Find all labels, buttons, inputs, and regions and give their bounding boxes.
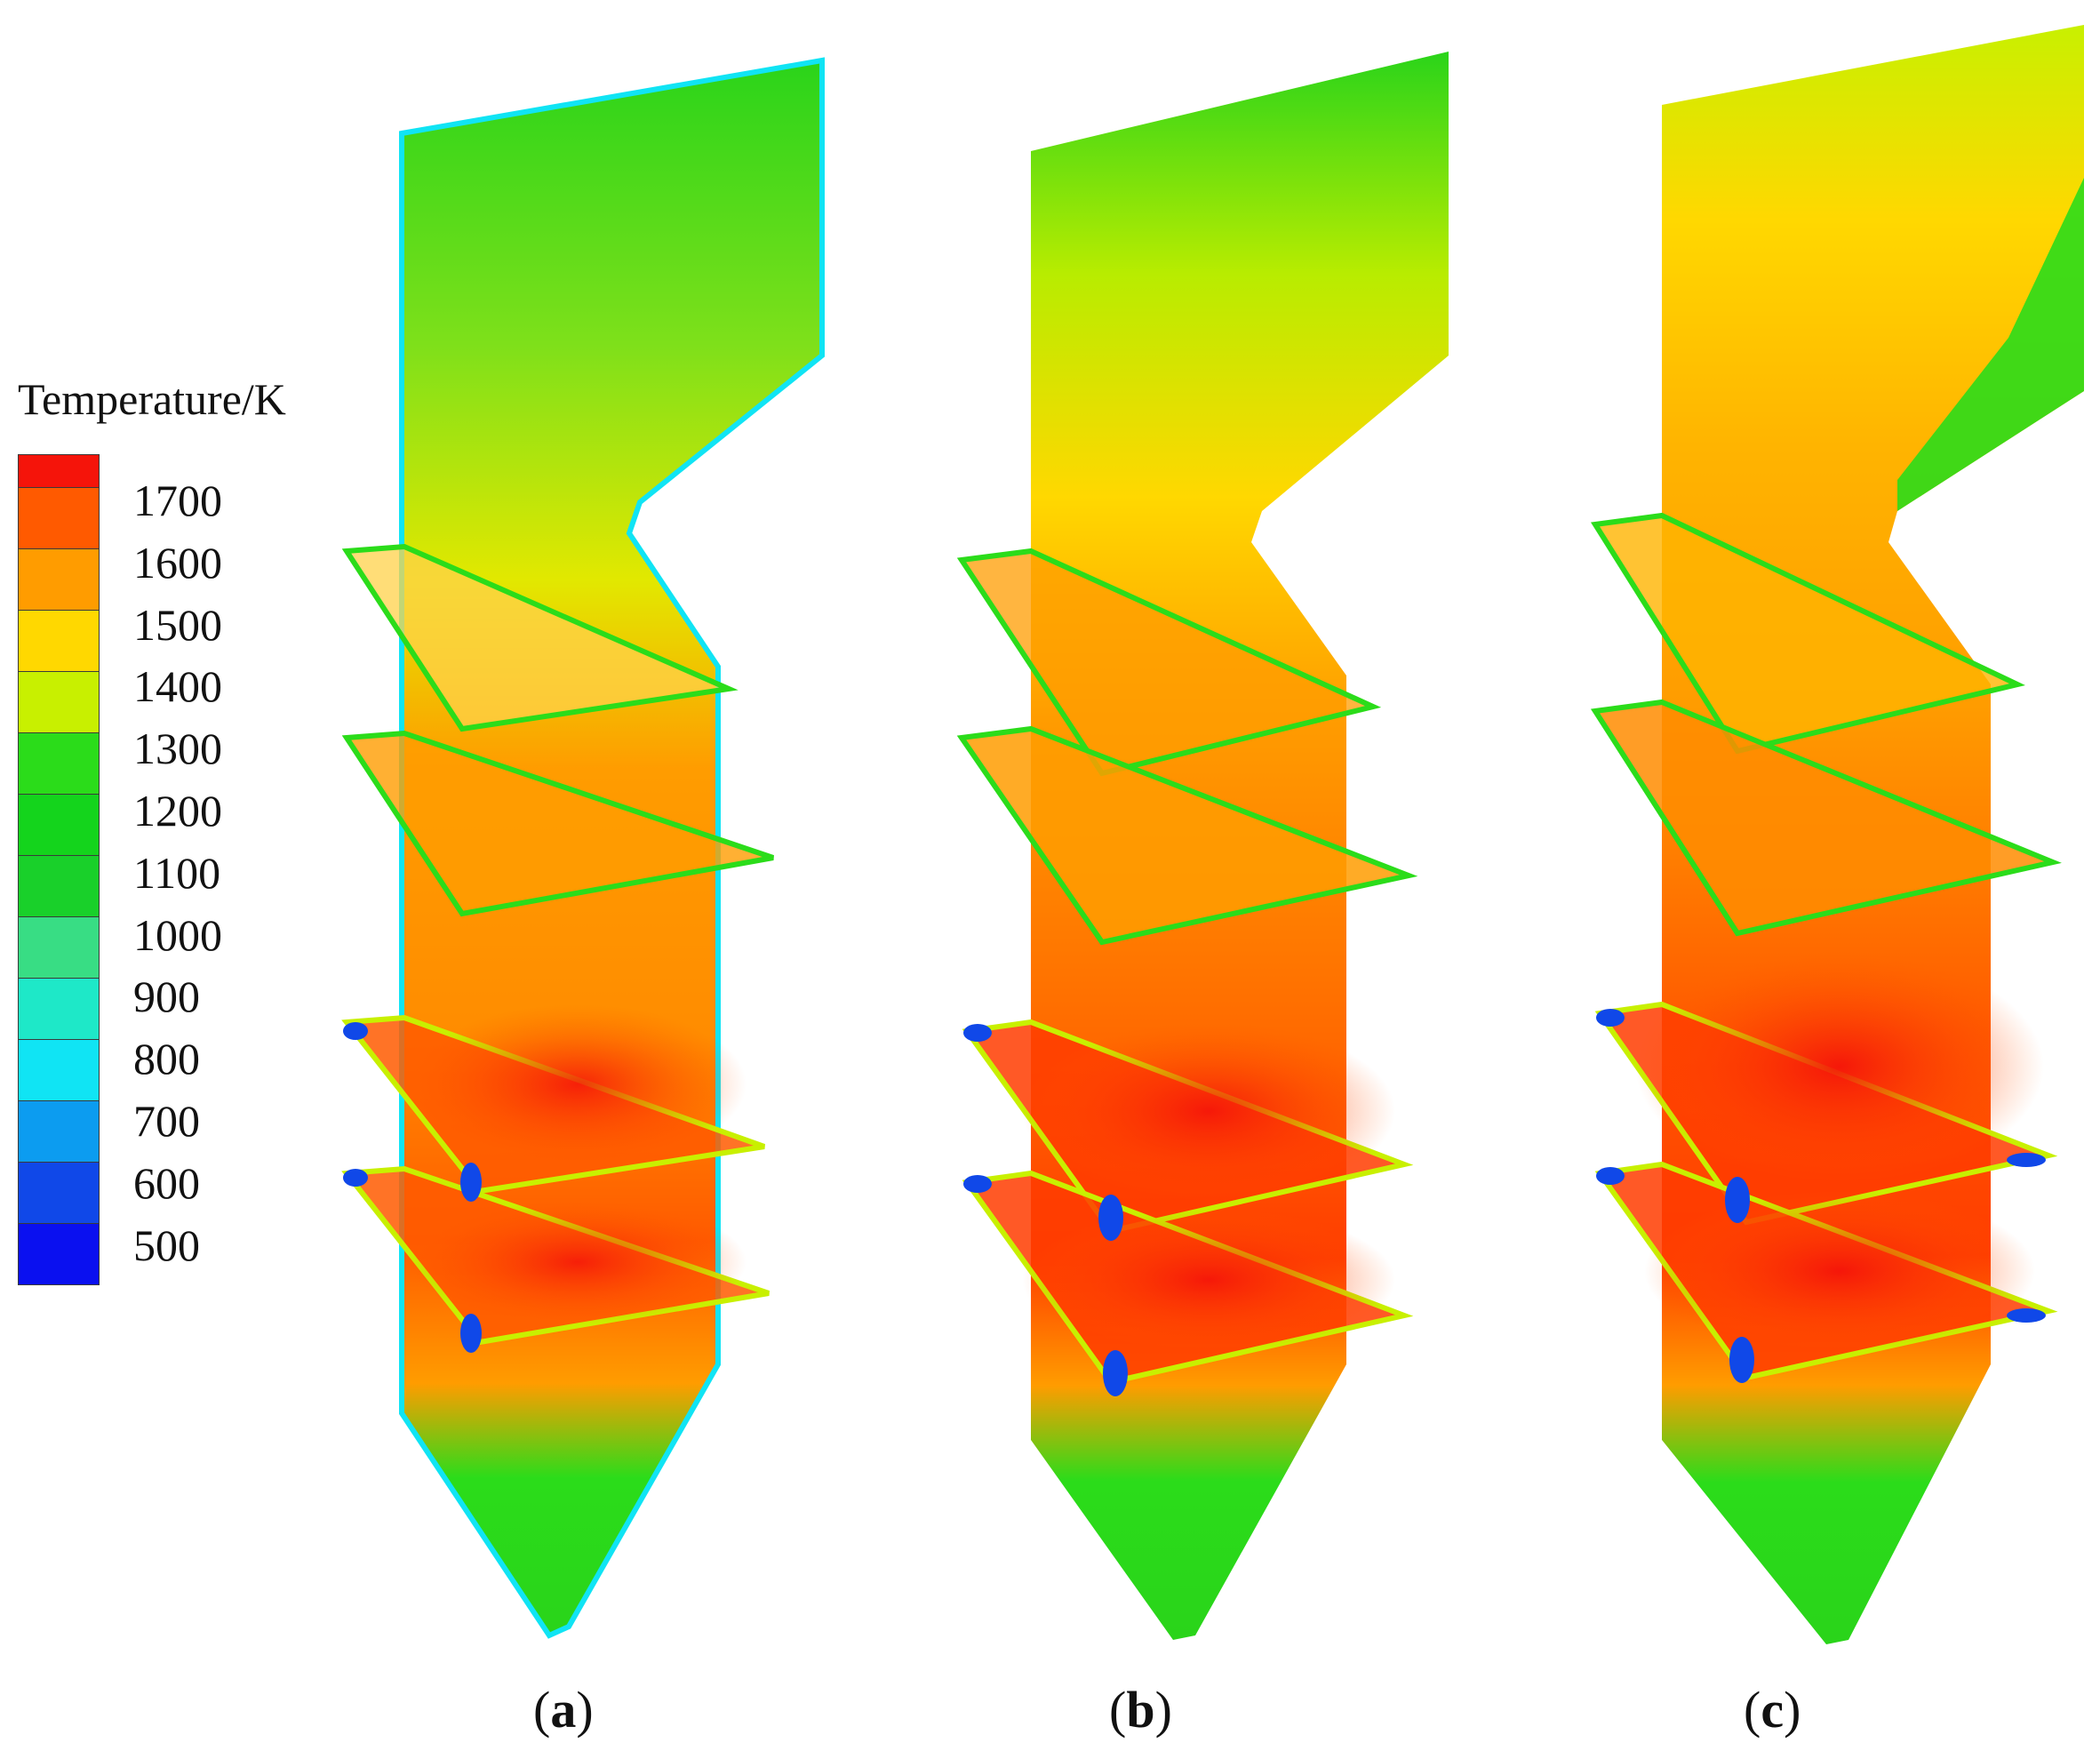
colorbar-label: 900	[133, 971, 200, 1022]
section-plane-a1	[341, 543, 739, 732]
colorbar-label: 700	[133, 1096, 200, 1146]
cold-burner-c4	[1596, 1167, 1625, 1185]
colorbar-label: 1300	[133, 724, 222, 774]
cold-burner-a2	[460, 1314, 482, 1353]
colorbar-swatch	[18, 794, 100, 856]
colorbar-label: 1000	[133, 909, 222, 960]
cold-burner-c2	[1729, 1337, 1754, 1383]
hot-zone-c2	[1644, 1191, 2035, 1351]
section-plane-a2	[341, 730, 774, 917]
cold-burner-c3	[1596, 1009, 1625, 1027]
colorbar-label: 1700	[133, 476, 222, 525]
colorbar-label: 500	[133, 1219, 200, 1270]
colorbar-swatch	[18, 548, 100, 611]
caption-c: (c)	[1744, 1681, 1801, 1739]
colorbar-swatch	[18, 855, 100, 917]
legend-title: Temperature/K	[18, 374, 286, 424]
hot-zone-b2	[1022, 1209, 1395, 1351]
caption-a: (a)	[533, 1681, 594, 1739]
cold-burner-b3	[963, 1024, 992, 1042]
colorbar-swatch	[18, 1162, 100, 1224]
colorbar-label: 600	[133, 1157, 200, 1208]
colorbar-label: 1200	[133, 786, 222, 836]
colorbar-swatch	[18, 610, 100, 672]
colorbar-swatch	[18, 732, 100, 795]
cold-burner-b1	[1098, 1195, 1123, 1241]
cold-burner-b2	[1103, 1350, 1128, 1396]
green-upper-zone-c	[1897, 178, 2084, 511]
colorbar-label: 1400	[133, 661, 222, 712]
colorbar-swatch	[18, 454, 100, 488]
colorbar-label: 1100	[133, 847, 221, 898]
cold-burner-a3	[343, 1022, 368, 1040]
hot-zone-a1	[409, 1004, 747, 1164]
colorbar-swatch	[18, 1223, 100, 1285]
section-plane-c1	[1590, 512, 2025, 755]
colorbar-label: 1600	[133, 537, 222, 588]
section-plane-c2	[1590, 699, 2062, 937]
colorbar-label: 800	[133, 1034, 200, 1084]
section-plane-b2	[956, 725, 1418, 946]
temperature-colorbar	[18, 454, 100, 1285]
colorbar-swatch	[18, 916, 100, 979]
cold-burner-a4	[343, 1169, 368, 1187]
caption-b: (b)	[1109, 1681, 1172, 1739]
hot-zone-a2	[409, 1200, 747, 1324]
colorbar-swatch	[18, 1039, 100, 1101]
hot-zone-c1	[1635, 951, 2044, 1182]
colorbar-swatch	[18, 1100, 100, 1163]
cold-burner-c5	[2007, 1153, 2046, 1167]
hot-zone-b1	[1022, 1022, 1395, 1200]
colorbar-label: 1500	[133, 599, 222, 650]
section-plane-b1	[956, 548, 1382, 777]
cold-burner-c6	[2007, 1308, 2046, 1323]
cold-burner-c1	[1725, 1177, 1750, 1223]
cold-burner-a1	[460, 1163, 482, 1202]
cold-burner-b4	[963, 1175, 992, 1193]
